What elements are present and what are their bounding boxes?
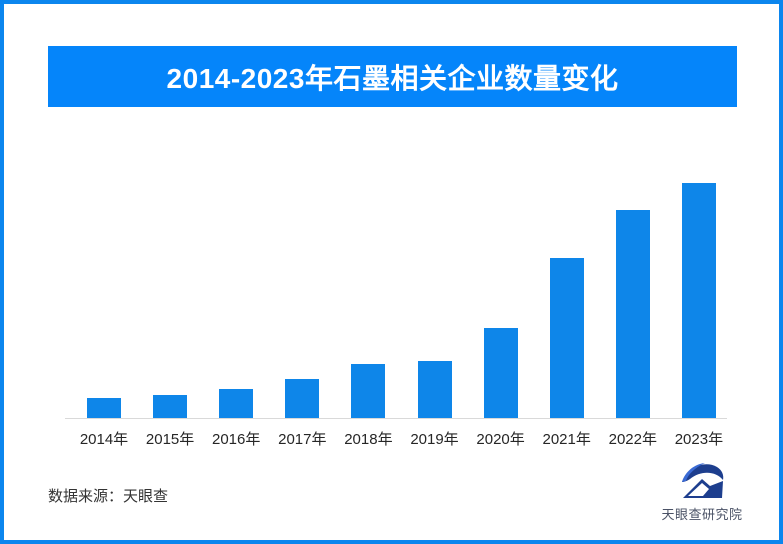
logo-roof-cutout [688, 483, 709, 496]
chart-bar-2018年 [351, 364, 386, 418]
chart-bar-2022年 [615, 210, 650, 418]
x-axis-label-2015年: 2015年 [145, 431, 195, 448]
chart-bar-2020年 [483, 328, 518, 418]
chart-bar-2017年 [285, 379, 320, 418]
chart-bar-2021年 [549, 258, 584, 418]
x-axis-label-2018年: 2018年 [344, 431, 393, 448]
chart-bar-2015年 [153, 395, 188, 418]
brand-block: 天眼查研究院 [650, 460, 754, 523]
chart-bar-2014年 [87, 398, 121, 418]
title-banner: 2014-2023年石墨相关企业数量变化 [48, 46, 737, 107]
x-axis-label-2014年: 2014年 [79, 431, 129, 448]
chart-title: 2014-2023年石墨相关企业数量变化 [166, 62, 619, 94]
bar-chart [65, 150, 727, 419]
x-axis-label-2023年: 2023年 [674, 431, 724, 448]
tianyancha-logo-icon [682, 463, 724, 498]
chart-bar-2019年 [417, 361, 452, 418]
data-source-label: 数据来源：天眼查 [48, 488, 169, 505]
x-axis-label-2017年: 2017年 [278, 431, 327, 448]
brand-name: 天眼查研究院 [661, 507, 743, 522]
logo-accent-shape [682, 463, 705, 482]
x-axis-label-2022年: 2022年 [608, 431, 657, 448]
x-axis-label-2019年: 2019年 [410, 431, 459, 448]
chart-bar-2016年 [219, 389, 254, 418]
x-axis-labels: 2014年 2015年 2016年 2017年 2018年 2019年 2020年 2021年… [65, 428, 727, 450]
chart-bar-2023年 [681, 183, 716, 418]
x-axis-label-2021年: 2021年 [542, 431, 591, 448]
x-axis-label-2020年: 2020年 [476, 431, 525, 448]
x-axis-label-2016年: 2016年 [212, 431, 261, 448]
